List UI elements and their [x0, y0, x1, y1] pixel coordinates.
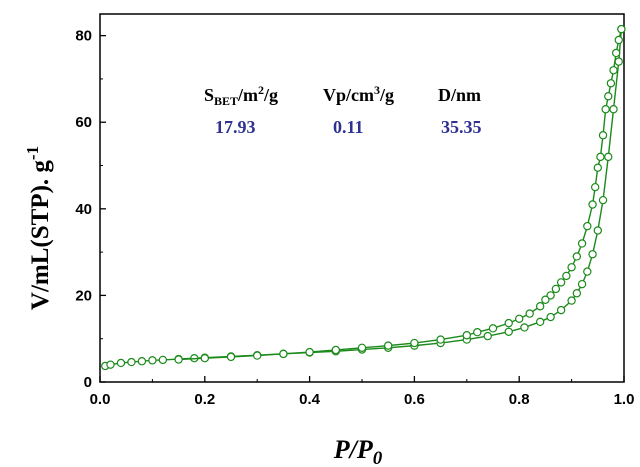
data-point	[106, 360, 115, 369]
data-point	[583, 221, 592, 231]
x-tick-label: 0.2	[194, 391, 215, 408]
data-point	[357, 343, 367, 352]
x-tick-label: 1.0	[614, 391, 635, 408]
data-point	[436, 335, 445, 344]
sbet-label: SBET/m2/g	[204, 83, 278, 108]
d-value: 35.35	[441, 117, 482, 137]
data-point	[546, 291, 555, 300]
data-point	[483, 331, 492, 341]
data-point	[572, 289, 582, 298]
x-axis-title: P/P0	[333, 435, 383, 467]
data-point	[546, 312, 555, 322]
data-point	[331, 345, 340, 355]
series-line-2	[178, 28, 623, 361]
data-point	[556, 278, 566, 287]
data-point	[504, 327, 513, 336]
data-point	[520, 323, 529, 332]
data-point	[604, 152, 613, 162]
data-point	[515, 314, 524, 323]
vp-label: Vp/cm3/g	[323, 83, 394, 105]
data-point	[473, 328, 482, 337]
data-point	[604, 92, 613, 101]
data-point	[137, 357, 147, 366]
data-point	[556, 305, 566, 315]
x-tick-label: 0.4	[299, 391, 321, 408]
data-point	[551, 284, 561, 294]
vp-value: 0.11	[333, 117, 364, 137]
data-point	[504, 318, 513, 328]
data-point	[614, 57, 623, 66]
data-point	[462, 331, 471, 340]
data-point	[535, 302, 545, 311]
data-point	[590, 182, 600, 192]
data-point	[577, 239, 587, 248]
data-point	[606, 79, 616, 88]
data-point	[593, 226, 603, 235]
data-point	[609, 66, 618, 75]
data-point	[384, 341, 393, 350]
data-point	[611, 48, 621, 58]
data-point	[410, 338, 419, 348]
data-point	[588, 250, 597, 259]
data-point	[567, 263, 576, 272]
data-point	[174, 355, 183, 364]
data-point	[158, 355, 168, 365]
data-point	[116, 358, 126, 368]
y-tick-label: 40	[75, 201, 92, 218]
data-point	[593, 163, 603, 172]
data-point	[609, 105, 618, 114]
data-point	[614, 35, 623, 45]
y-tick-label: 80	[75, 28, 92, 45]
data-point	[598, 131, 608, 140]
data-point	[488, 324, 498, 333]
data-point	[226, 352, 236, 362]
data-point	[567, 296, 576, 305]
data-point	[583, 267, 592, 276]
data-point	[148, 356, 157, 365]
data-point	[588, 200, 597, 209]
data-point	[535, 317, 545, 327]
axes: 0.0 0.2 0.4 0.6 0.8 1.0 0 20 40 60 80	[75, 13, 635, 408]
x-tick-label: 0.6	[404, 391, 425, 408]
series-layer	[101, 24, 626, 371]
x-tick-label: 0.8	[509, 391, 530, 408]
data-point	[572, 252, 582, 261]
data-point	[617, 24, 626, 34]
y-tick-label: 20	[75, 287, 92, 304]
data-point	[601, 105, 610, 114]
data-point	[305, 347, 314, 357]
data-point	[200, 353, 209, 363]
data-point	[127, 357, 136, 367]
series-line-1	[105, 29, 623, 367]
sbet-value: 17.93	[215, 117, 256, 137]
data-point	[598, 195, 608, 205]
y-tick-label: 60	[75, 114, 92, 131]
d-label: D/nm	[438, 85, 481, 105]
data-point	[525, 309, 534, 318]
plot-frame	[99, 13, 625, 383]
data-point	[562, 271, 571, 281]
data-point	[279, 349, 288, 359]
y-axis-title: V/mL(STP). g-1	[23, 146, 54, 310]
data-point	[596, 152, 605, 162]
data-point	[541, 295, 550, 304]
data-point	[577, 279, 587, 289]
x-tick-label: 0.0	[90, 391, 111, 408]
data-point	[253, 351, 262, 360]
y-tick-label: 0	[84, 374, 92, 391]
